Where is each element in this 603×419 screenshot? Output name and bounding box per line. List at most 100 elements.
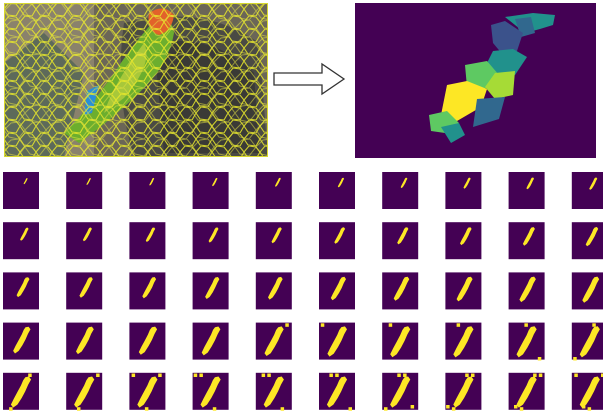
mask-tile: [571, 222, 603, 260]
mask-foreground: [74, 376, 95, 408]
mask-foreground: [460, 227, 472, 246]
mask-foreground: [522, 227, 535, 246]
mask-foreground: [86, 178, 91, 185]
mask-tile: [508, 322, 545, 361]
mask-tile: [319, 272, 355, 310]
mask-foreground: [212, 177, 218, 187]
mask-foreground: [20, 227, 29, 241]
mask-speck: [335, 373, 339, 377]
mask-foreground: [263, 376, 284, 408]
mask-tile: [571, 372, 603, 411]
mask-tile: [66, 222, 103, 260]
mask-tile: [571, 172, 603, 209]
mask-tile: [255, 272, 292, 310]
mask-tile: [3, 172, 39, 209]
mask-tile-background: [129, 172, 166, 209]
mask-speck: [514, 405, 518, 409]
mask-tile: [382, 322, 419, 360]
mask-foreground: [326, 376, 348, 408]
mask-tile: [319, 222, 355, 260]
mask-tile-background: [66, 172, 103, 209]
mask-tile: [508, 222, 545, 260]
mask-speck: [193, 373, 198, 377]
mask-tile: [445, 222, 482, 260]
mask-foreground: [516, 326, 537, 358]
mask-foreground: [582, 276, 600, 303]
mask-speck: [592, 323, 596, 327]
mask-tile: [192, 272, 229, 310]
mask-foreground: [453, 326, 474, 358]
mask-speck: [329, 373, 333, 377]
mask-speck: [451, 407, 456, 411]
mask-foreground: [585, 227, 599, 247]
mask-foreground: [330, 276, 346, 301]
mask-tile: [508, 172, 545, 209]
mask-speck: [587, 407, 592, 411]
mask-tile: [508, 372, 545, 411]
mask-tile: [445, 372, 482, 411]
mask-tile: [129, 172, 166, 209]
mask-speck: [601, 373, 603, 377]
mask-foreground: [137, 376, 158, 408]
mask-speck: [397, 373, 401, 377]
mask-tile: [192, 172, 229, 209]
mask-tile: [255, 372, 292, 411]
mask-foreground: [271, 227, 282, 244]
mask-foreground: [205, 277, 220, 299]
mask-foreground: [76, 326, 94, 355]
mask-tile-background: [445, 172, 482, 209]
mask-speck: [465, 373, 469, 377]
mask-tile-background: [571, 222, 603, 260]
mask-speck: [573, 357, 577, 361]
mask-foreground: [397, 227, 409, 245]
mask-tile-background: [382, 172, 419, 209]
mask-foreground: [149, 177, 155, 186]
mask-speck: [524, 323, 528, 327]
mask-foreground: [200, 376, 221, 408]
mask-foreground: [145, 227, 156, 242]
mask-tile: [129, 372, 166, 411]
mask-foreground: [275, 177, 281, 187]
mask-tile: [382, 172, 419, 209]
mask-speck: [581, 405, 586, 409]
mask-speck: [403, 373, 407, 377]
mask-tile: [445, 172, 482, 209]
mask-tile: [508, 272, 545, 310]
mask-tile-background: [508, 172, 545, 209]
mask-foreground: [453, 376, 474, 408]
mask-foreground: [79, 277, 93, 298]
mask-tile: [66, 322, 103, 360]
mask-foreground: [138, 326, 158, 355]
mask-tile: [192, 372, 229, 411]
mask-speck: [384, 407, 388, 411]
mask-tile: [66, 272, 103, 310]
mask-tile-background: [3, 222, 39, 260]
mask-tile: [255, 322, 292, 360]
mask-foreground: [400, 177, 408, 189]
mask-foreground: [589, 177, 598, 190]
mask-foreground: [327, 326, 347, 357]
mask-tile: [445, 322, 482, 360]
mask-tile: [382, 272, 419, 310]
segmentation-mask-output: [355, 3, 596, 158]
mask-foreground: [463, 177, 471, 189]
mask-tile-background: [571, 172, 603, 209]
mask-foreground: [10, 376, 32, 408]
mask-foreground: [13, 326, 31, 354]
mask-speck: [456, 323, 461, 327]
mask-foreground: [456, 276, 473, 302]
mask-tile: [192, 222, 229, 260]
mask-foreground: [208, 227, 219, 243]
mask-speck: [261, 373, 266, 377]
mask-speck: [519, 407, 524, 411]
mask-tile: [571, 272, 603, 310]
mask-tile: [319, 172, 355, 209]
mask-tile: [66, 172, 103, 209]
mask-speck: [199, 373, 203, 377]
mask-tile: [255, 172, 292, 209]
mask-tile: [445, 272, 482, 310]
mask-speck: [131, 373, 136, 377]
mask-speck: [9, 407, 13, 411]
